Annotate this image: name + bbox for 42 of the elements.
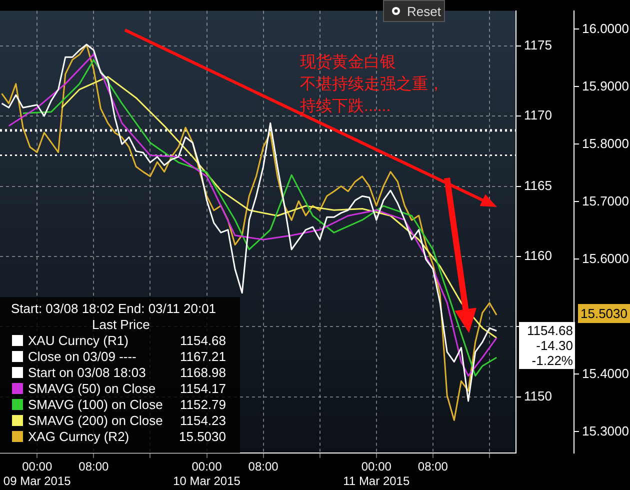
annotation: 持续下跌...... — [300, 96, 392, 117]
legend-label: SMAVG (50) on Close — [28, 381, 156, 396]
y2-tick-label: 15.7000 — [582, 193, 629, 208]
y-tick-label: 1165 — [524, 178, 552, 193]
annotation: Close on 03/09 ---- — [28, 349, 136, 364]
annotation: 1154.17 — [180, 381, 226, 396]
annotation: 1152.79 — [180, 397, 226, 412]
annotation: Reset — [407, 4, 441, 18]
x-tick-label: 08:00 — [418, 460, 448, 474]
annotation: 1168.98 — [180, 365, 226, 380]
text: -14.30 — [535, 338, 573, 353]
text: -1.22% — [530, 353, 573, 368]
annotation: 不堪持续走强之重， — [300, 74, 444, 95]
text: 15.5030 — [578, 304, 630, 323]
legend-label: XAG Curncy (R2) — [28, 429, 130, 444]
legend-label: SMAVG (100) on Close — [28, 397, 163, 412]
y2-tick-label: 15.8000 — [582, 136, 629, 151]
y-tick-label: 1150 — [524, 388, 552, 404]
legend-label: XAU Curncy (R1) — [28, 333, 128, 348]
y-tick-label: 1170 — [524, 108, 552, 123]
y2-tick-label: 15.3000 — [582, 423, 629, 438]
x-tick-label: 08:00 — [248, 460, 279, 474]
annotation: 1154.23 — [180, 413, 226, 428]
x-tick-label: 08:00 — [78, 460, 109, 474]
annotation: 1154.68 — [180, 333, 226, 348]
annotation: 现货黄金白银 — [300, 52, 397, 73]
annotation: 15.5030 — [179, 429, 226, 444]
x-tick-label: 00:00 10 Mar 2015 — [173, 460, 241, 488]
annotation: Start: 03/08 18:02 End: 03/11 20:01 — [10, 301, 218, 317]
annotation: Last Price — [91, 317, 151, 333]
annotation: Start on 03/08 18:03 — [28, 365, 146, 380]
y-tick-label: 1175 — [524, 37, 552, 52]
y2-tick-label: 16.0000 — [582, 20, 629, 36]
annotation: 1167.21 — [180, 349, 226, 364]
y2-tick-label: 15.4000 — [582, 366, 629, 381]
x-tick-label: 00:00 09 Mar 2015 — [3, 460, 72, 488]
text: 1154.68 — [526, 323, 573, 338]
legend-label: SMAVG (200) on Close — [28, 413, 163, 428]
y2-tick-label: 15.9000 — [582, 78, 629, 94]
y-tick-label: 1160 — [524, 248, 552, 264]
x-tick-label: 00:00 11 Mar 2015 — [343, 460, 410, 488]
y2-tick-label: 15.6000 — [582, 250, 629, 266]
